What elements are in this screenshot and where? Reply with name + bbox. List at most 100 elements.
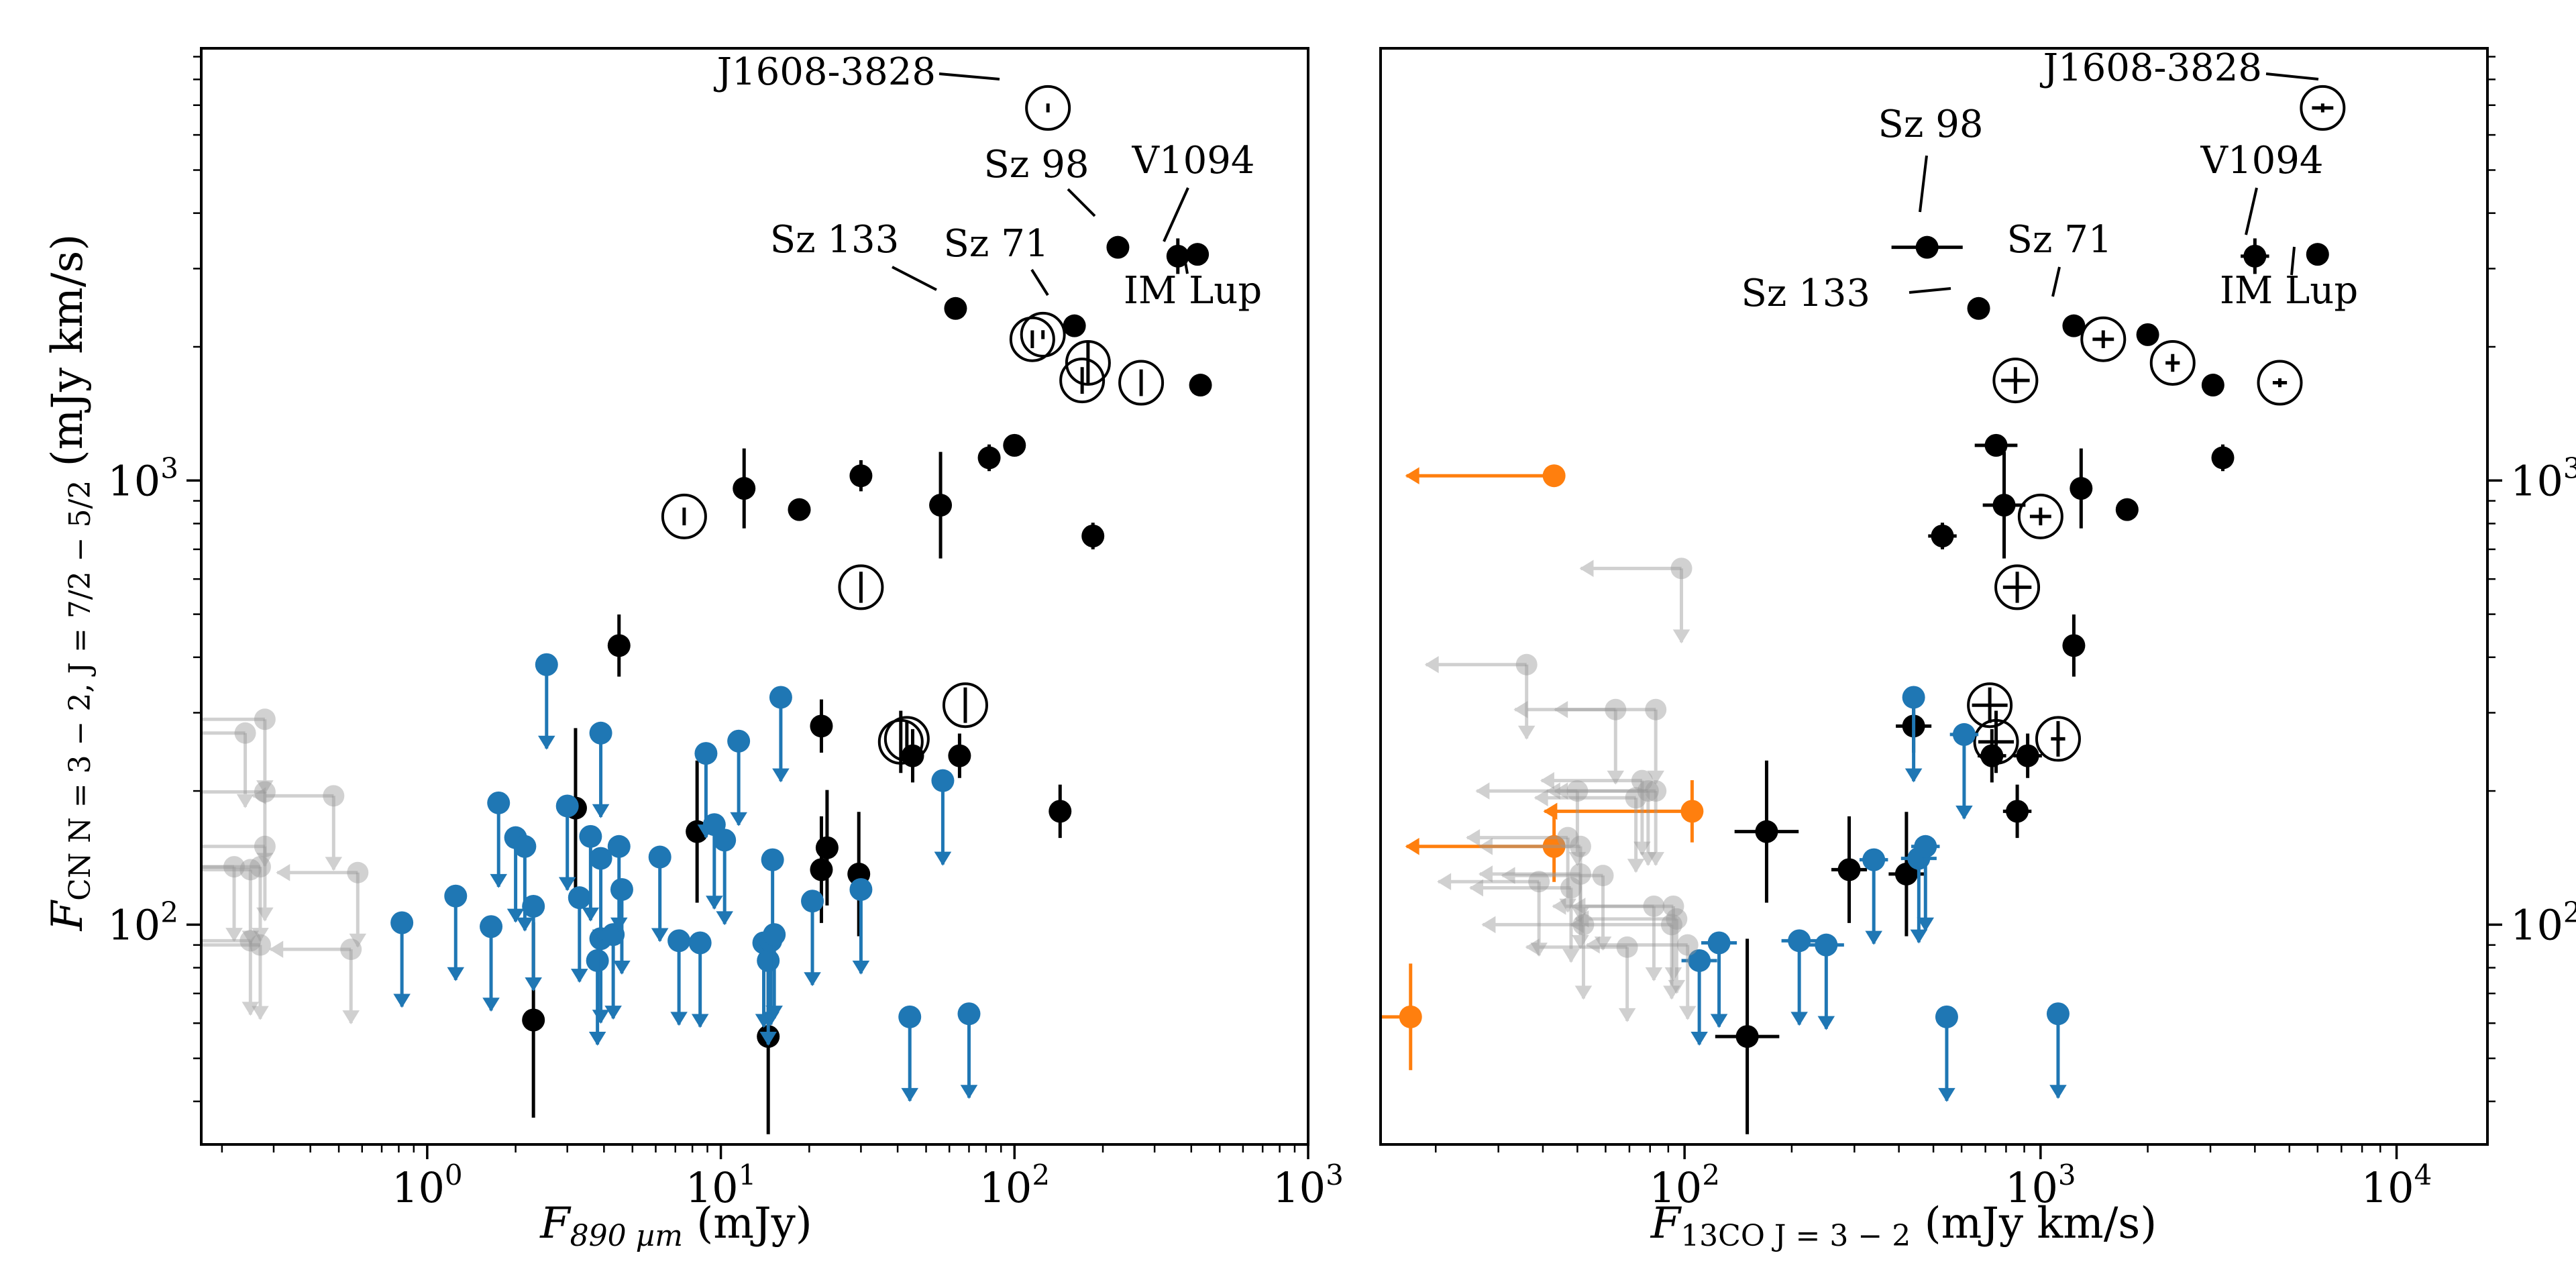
- detection-point: [2306, 243, 2329, 266]
- open-circle-marker: [1994, 564, 2041, 610]
- faded-point: [1569, 863, 1591, 885]
- x-tick-label: 102: [979, 1159, 1050, 1212]
- upper-limit-arrow: [1466, 828, 1568, 847]
- upper-limit-arrow: [1865, 859, 1882, 945]
- open-circle-marker: [1059, 358, 1106, 404]
- upper-limit-arrow: [1690, 960, 1708, 1046]
- upper-limit-arrow: [1501, 867, 1603, 884]
- upper-limit-point: [1707, 931, 1731, 955]
- detection-point: [522, 1008, 545, 1032]
- faded-point: [249, 934, 271, 956]
- detection-point: [810, 714, 833, 738]
- open-circle-marker: [2300, 85, 2346, 131]
- detection-point: [1106, 235, 1130, 259]
- upper-limit-point: [555, 794, 579, 818]
- upper-limit-arrow: [201, 845, 265, 849]
- x-tick-label: 103: [1273, 1159, 1344, 1212]
- upper-limit-arrow: [1664, 906, 1682, 981]
- upper-limit-arrow: [525, 906, 542, 991]
- open-circle-marker: [661, 493, 707, 539]
- annotation-label: IM Lup: [2220, 269, 2358, 313]
- detection-point: [1189, 374, 1212, 397]
- upper-limit-arrow: [1572, 873, 1589, 949]
- detection-point: [1915, 235, 1939, 259]
- upper-limit-point: [801, 890, 824, 913]
- x-tick-label: 100: [392, 1159, 463, 1212]
- upper-limit-arrow: [1574, 924, 1593, 1000]
- upper-limit-arrow: [759, 960, 777, 1046]
- y-tick-label: 103: [107, 451, 178, 505]
- upper-limit-arrow: [1678, 945, 1697, 1020]
- upper-limit-arrow: [934, 780, 952, 866]
- upper-limit-arrow: [241, 869, 260, 945]
- upper-limit-arrow: [236, 733, 254, 808]
- detection-point: [607, 634, 631, 657]
- open-circle-marker: [1973, 718, 2019, 765]
- upper-limit-point: [763, 923, 786, 947]
- faded-point: [340, 938, 362, 961]
- faded-point: [1645, 698, 1667, 720]
- annotation-leader-line: [1919, 155, 1928, 213]
- faded-point: [223, 856, 246, 878]
- left-series-faded-limits: [201, 708, 369, 1025]
- upper-limit-arrow: [447, 896, 465, 981]
- detection-point: [2243, 244, 2267, 268]
- upper-limit-point: [957, 1002, 981, 1026]
- detection-point: [1003, 433, 1026, 457]
- upper-limit-arrow: [1645, 906, 1663, 981]
- upper-limit-arrow: [1479, 837, 1580, 855]
- upper-limit-arrow: [1513, 700, 1616, 718]
- faded-point: [1660, 914, 1682, 936]
- faded-point: [234, 722, 256, 744]
- right-series-faded: [1424, 557, 1699, 1022]
- upper-limit-arrow: [516, 846, 534, 932]
- upper-limit-arrow: [1594, 875, 1612, 951]
- annotation-label: Sz 98: [1878, 103, 1984, 146]
- upper-limit-arrow: [1585, 936, 1688, 954]
- upper-limit-point: [1788, 929, 1811, 953]
- upper-limit-point: [667, 929, 691, 953]
- upper-limit-arrow: [558, 806, 576, 892]
- upper-limit-arrow: [482, 926, 500, 1012]
- detection-point: [1081, 525, 1105, 548]
- faded-point: [1566, 780, 1589, 802]
- upper-limit-arrow: [1571, 898, 1674, 915]
- faded-point: [1528, 871, 1550, 893]
- faded-point: [1592, 865, 1614, 887]
- upper-limit-arrow: [1525, 938, 1627, 956]
- upper-limit-point: [487, 791, 511, 814]
- annotation-leader-line: [1909, 287, 1951, 294]
- open-circle-marker: [1967, 682, 2013, 729]
- detection-point: [1186, 243, 1210, 266]
- open-circle-marker: [1025, 85, 1071, 131]
- upper-limit-arrow: [1570, 916, 1672, 934]
- upper-limit-arrow: [1817, 945, 1835, 1030]
- upper-limit-arrow: [1647, 709, 1664, 785]
- upper-limit-arrow: [613, 889, 631, 975]
- faded-point: [1670, 557, 1693, 580]
- faded-point: [1569, 835, 1591, 857]
- faded-point: [1645, 780, 1667, 802]
- upper-limit-point: [1952, 722, 1976, 746]
- upper-limit-arrow: [1672, 568, 1690, 644]
- upper-limit-arrow: [225, 867, 243, 942]
- upper-limit-arrow: [1381, 1015, 1411, 1019]
- upper-limit-arrow: [490, 802, 508, 888]
- faded-point: [1625, 787, 1647, 809]
- detection-point: [1967, 297, 1990, 320]
- detection-point: [1735, 1025, 1759, 1049]
- annotation-label: J1608-3828: [714, 50, 936, 94]
- annotation-label: V1094: [2200, 139, 2324, 182]
- orange-point: [1542, 464, 1566, 488]
- left-x-axis-label: F890 µm (mJy): [539, 1199, 812, 1253]
- upper-limit-arrow: [1710, 943, 1728, 1028]
- upper-limit-arrow: [1955, 734, 1973, 820]
- upper-limit-point: [522, 894, 545, 918]
- faded-point: [1605, 698, 1627, 720]
- upper-limit-arrow: [1559, 837, 1576, 913]
- left-series-open: [661, 85, 1165, 773]
- upper-limit-arrow: [1618, 947, 1636, 1022]
- upper-limit-arrow: [252, 945, 269, 1020]
- detection-point: [2062, 314, 2086, 337]
